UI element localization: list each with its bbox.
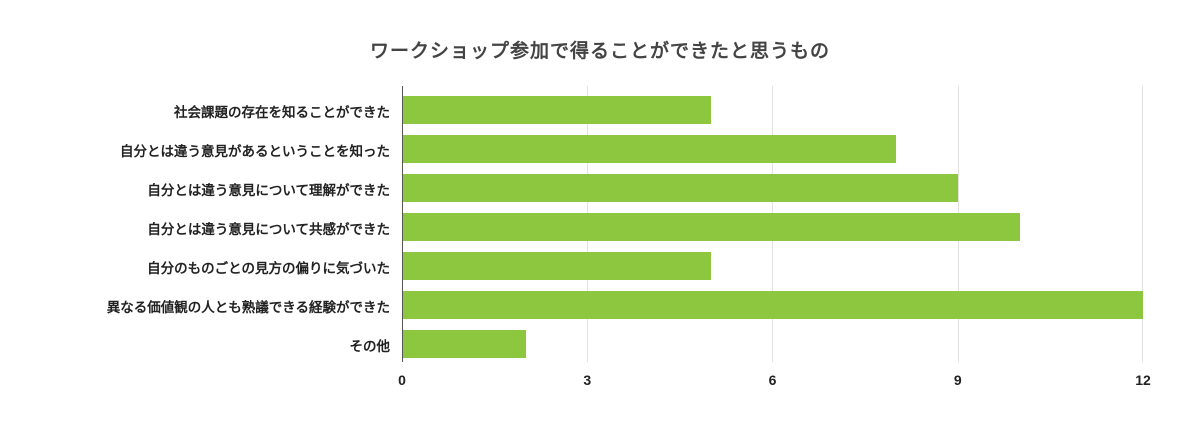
bar: [403, 135, 896, 163]
y-axis-line: [402, 86, 403, 362]
gridline-12: [1142, 86, 1143, 362]
category-label: 異なる価値観の人とも熟議できる経験ができた: [106, 300, 390, 316]
bar: [403, 291, 1143, 319]
bar: [403, 213, 1020, 241]
x-tick-label: 9: [953, 372, 962, 388]
category-label: 自分のものごとの見方の偏りに気づいた: [147, 261, 390, 277]
category-label: その他: [349, 339, 391, 355]
category-label: 社会課題の存在を知ることができた: [174, 105, 390, 121]
x-tick-label: 3: [583, 372, 592, 388]
bar: [403, 96, 711, 124]
bar: [403, 330, 526, 358]
category-label: 自分とは違う意見について理解ができた: [147, 183, 390, 199]
category-label: 自分とは違う意見があるということを知った: [120, 144, 390, 160]
chart-title: ワークショップ参加で得ることができたと思うもの: [369, 40, 830, 62]
x-tick-label: 12: [1135, 372, 1151, 388]
x-tick-label: 0: [398, 372, 406, 388]
category-label: 自分とは違う意見について共感ができた: [147, 222, 390, 238]
plot-area: [402, 86, 1143, 362]
bar: [403, 252, 711, 280]
x-tick-label: 6: [768, 372, 777, 388]
bar: [403, 174, 958, 202]
